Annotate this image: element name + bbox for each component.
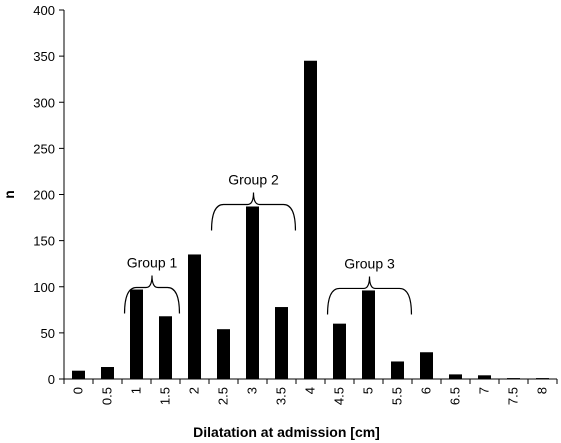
- y-tick-label: 200: [33, 188, 55, 203]
- x-tick-label: 1.5: [158, 387, 173, 405]
- bar-8: [536, 378, 549, 379]
- bar-6: [420, 352, 433, 379]
- bar-4: [304, 60, 317, 380]
- x-tick-label: 0: [71, 387, 86, 394]
- x-tick-label: 7.5: [506, 387, 521, 405]
- bar-1: [130, 289, 143, 379]
- x-tick-label: 2: [187, 387, 202, 394]
- bar-3: [246, 206, 259, 379]
- bar-0: [72, 370, 85, 379]
- x-axis-title: Dilatation at admission [cm]: [193, 424, 380, 440]
- x-tick-label: 4.5: [332, 387, 347, 405]
- y-tick-label: 400: [33, 3, 55, 18]
- group-label: Group 2: [228, 171, 279, 187]
- bar-5: [362, 290, 375, 379]
- x-axis: 0 0.5 1 1.5 2 2.5 3 3.5 4 4.5 5 5.5 6 6.5 7 7.5 8: [63, 378, 558, 405]
- group-brace: [326, 276, 413, 315]
- bar-0.5: [101, 367, 114, 379]
- x-tick-label: 6: [419, 387, 434, 394]
- y-tick-label: 50: [41, 326, 55, 341]
- y-tick-label: 100: [33, 280, 55, 295]
- bar-3.5: [275, 307, 288, 379]
- x-tick-label: 2.5: [216, 387, 231, 405]
- x-tick-label: 5: [361, 387, 376, 394]
- y-tick-label: 300: [33, 95, 55, 110]
- x-tick-label: 5.5: [390, 387, 405, 405]
- x-tick-label: 3.5: [274, 387, 289, 405]
- x-tick-label: 6.5: [448, 387, 463, 405]
- group-label: Group 3: [344, 255, 395, 271]
- bar-5.5: [391, 361, 404, 379]
- y-tick-label: 250: [33, 141, 55, 156]
- bar-6.5: [449, 374, 462, 379]
- x-ticks: 0 0.5 1 1.5 2 2.5 3 3.5 4 4.5 5 5.5 6 6.5 7 7.5 8: [63, 379, 558, 405]
- bar-7.5: [507, 378, 520, 379]
- y-axis-title: n: [1, 190, 17, 199]
- x-tick-label: 1: [129, 387, 144, 394]
- y-axis: 0 50 100 150 200 250 300 350 400: [33, 3, 65, 387]
- bars: [72, 60, 549, 380]
- x-tick-label: 0.5: [100, 387, 115, 405]
- x-tick-label: 8: [535, 387, 550, 394]
- bar-2.5: [217, 329, 230, 379]
- group-annotations: Group 1 Group 2 Group 3: [123, 171, 413, 315]
- y-tick-label: 150: [33, 234, 55, 249]
- bar-2: [188, 254, 201, 379]
- bar-7: [478, 375, 491, 379]
- y-tick-label: 0: [48, 372, 55, 387]
- y-ticks: 0 50 100 150 200 250 300 350 400: [33, 3, 64, 387]
- x-tick-label: 7: [477, 387, 492, 394]
- x-tick-label: 4: [303, 387, 318, 394]
- group-label: Group 1: [127, 255, 178, 271]
- bar-1.5: [159, 316, 172, 379]
- y-tick-label: 350: [33, 49, 55, 64]
- x-tick-label: 3: [245, 387, 260, 394]
- bar-4.5: [333, 323, 346, 379]
